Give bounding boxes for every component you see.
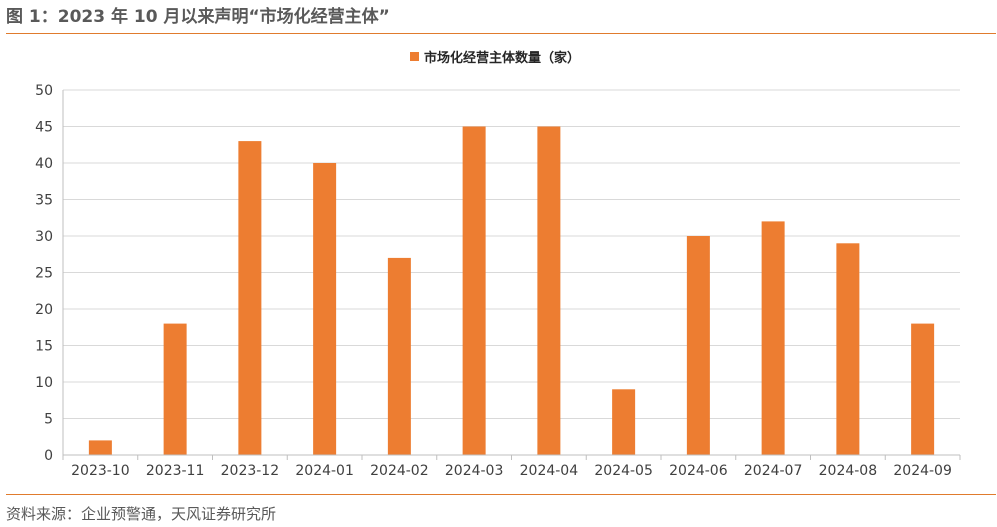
bar-2024-05 <box>612 389 636 455</box>
bar-2024-04 <box>537 126 561 455</box>
axes <box>62 90 961 460</box>
bottom-rule <box>6 494 996 495</box>
x-tick-label: 2023-11 <box>146 463 205 479</box>
y-tick-label: 40 <box>35 156 53 172</box>
bar-2024-09 <box>911 323 935 455</box>
y-tick-label: 0 <box>44 448 53 464</box>
y-tick-label: 20 <box>35 302 53 318</box>
bar-2024-01 <box>313 163 337 455</box>
x-tick-label: 2023-10 <box>71 463 130 479</box>
bar-2024-03 <box>462 126 486 455</box>
x-tick-label: 2023-12 <box>221 463 280 479</box>
bar-2023-11 <box>163 323 187 455</box>
legend: 市场化经营主体数量（家） <box>410 50 580 66</box>
bar-2023-10 <box>88 440 112 455</box>
bar-2024-07 <box>761 221 785 455</box>
bar-2024-06 <box>686 236 710 455</box>
y-tick-label: 45 <box>35 120 53 136</box>
x-tick-label: 2024-01 <box>295 463 354 479</box>
y-tick-label: 15 <box>35 339 53 355</box>
y-tick-label: 5 <box>44 412 53 428</box>
x-tick-label: 2024-02 <box>370 463 429 479</box>
bar-2023-12 <box>238 141 262 455</box>
y-tick-label: 50 <box>35 83 53 99</box>
legend-label: 市场化经营主体数量（家） <box>424 50 580 66</box>
x-tick-label: 2024-05 <box>594 463 653 479</box>
y-tick-label: 30 <box>35 229 53 245</box>
bar-2024-02 <box>387 257 411 455</box>
bar-2024-08 <box>836 243 860 455</box>
gridlines <box>63 89 960 419</box>
legend-swatch <box>410 52 419 61</box>
x-tick-labels: 2023-10 2023-11 2023-12 2024-01 2024-02 2024-… <box>71 463 952 479</box>
x-tick-label: 2024-03 <box>445 463 504 479</box>
source-note: 资料来源：企业预警通，天风证券研究所 <box>6 505 277 523</box>
y-tick-label: 25 <box>35 266 53 282</box>
figure-title: 图 1：2023 年 10 月以来声明“市场化经营主体” <box>6 7 390 27</box>
top-rule <box>6 33 996 34</box>
y-tick-label: 10 <box>35 375 53 391</box>
y-tick-labels: 0 5 10 15 20 25 30 35 40 45 50 <box>35 83 53 464</box>
x-tick-label: 2024-09 <box>893 463 952 479</box>
x-tick-label: 2024-06 <box>669 463 728 479</box>
y-tick-label: 35 <box>35 193 53 209</box>
x-tick-label: 2024-07 <box>744 463 803 479</box>
x-tick-label: 2024-08 <box>819 463 878 479</box>
x-tick-label: 2024-04 <box>520 463 579 479</box>
bars <box>88 126 935 455</box>
